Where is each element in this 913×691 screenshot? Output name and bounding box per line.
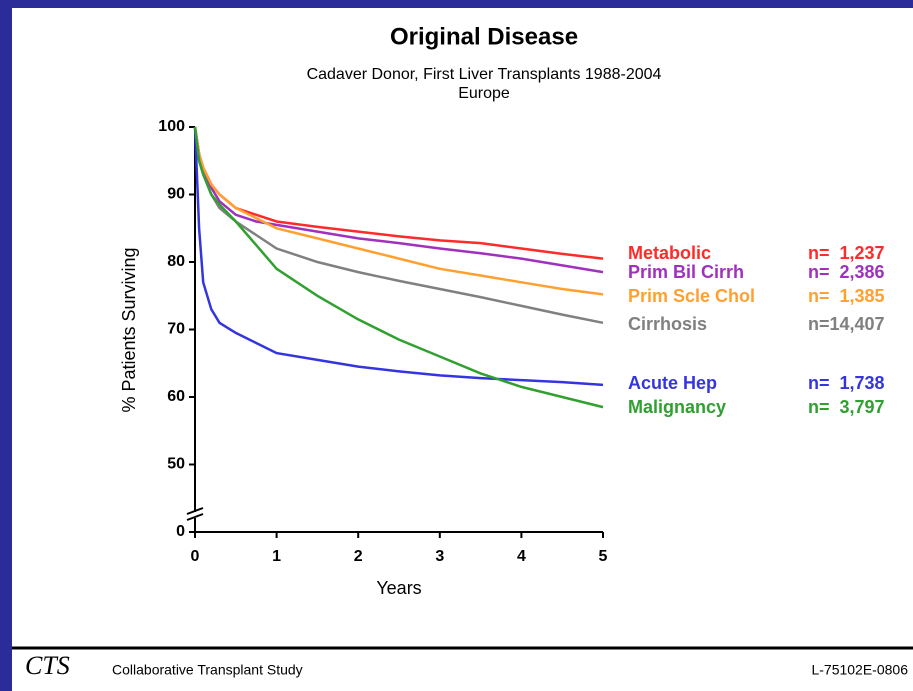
y-tick-label: 50 bbox=[167, 456, 185, 473]
survival-line bbox=[193, 126, 604, 274]
x-tick-label: 5 bbox=[599, 548, 608, 565]
y-tick-label: 60 bbox=[167, 388, 185, 405]
legend-count: n= 3,797 bbox=[808, 397, 885, 417]
legend-label: Cirrhosis bbox=[628, 314, 707, 334]
axis-break-gap bbox=[189, 512, 201, 518]
y-tick-label: 100 bbox=[158, 118, 185, 135]
legend-label: Prim Scle Chol bbox=[628, 286, 755, 306]
x-tick-label: 3 bbox=[435, 548, 444, 565]
chart-subtitle: Cadaver Donor, First Liver Transplants 1… bbox=[307, 66, 662, 83]
legend-count: n= 1,738 bbox=[808, 373, 885, 393]
survival-line bbox=[193, 126, 604, 296]
legend-label: Malignancy bbox=[628, 397, 726, 417]
y-tick-label: 70 bbox=[167, 321, 185, 338]
footer-code: L-75102E-0806 bbox=[811, 662, 908, 678]
x-tick-label: 0 bbox=[191, 548, 200, 565]
axis-break-mark bbox=[186, 513, 204, 521]
y-axis-label: % Patients Surviving bbox=[119, 247, 139, 412]
legend-count: n=14,407 bbox=[808, 314, 885, 334]
y-tick-label: 80 bbox=[167, 253, 185, 270]
footer-logo: CTS bbox=[25, 651, 70, 680]
x-axis-label: Years bbox=[376, 578, 421, 598]
legend-label: Metabolic bbox=[628, 243, 711, 263]
x-tick-label: 1 bbox=[272, 548, 281, 565]
legend-count: n= 1,385 bbox=[808, 286, 885, 306]
y-tick-label: 90 bbox=[167, 186, 185, 203]
chart-title: Original Disease bbox=[390, 23, 578, 50]
x-tick-label: 2 bbox=[354, 548, 363, 565]
legend-label: Acute Hep bbox=[628, 373, 717, 393]
survival-line bbox=[193, 126, 604, 409]
legend-count: n= 1,237 bbox=[808, 243, 885, 263]
footer-organization: Collaborative Transplant Study bbox=[112, 662, 303, 678]
axis-break-mark bbox=[186, 507, 204, 515]
legend-count: n= 2,386 bbox=[808, 262, 885, 282]
slide-background bbox=[12, 8, 913, 691]
y-tick-label: 0 bbox=[176, 523, 185, 540]
x-tick-label: 4 bbox=[517, 548, 526, 565]
legend-label: Prim Bil Cirrh bbox=[628, 262, 744, 282]
chart-subtitle: Europe bbox=[458, 85, 510, 102]
